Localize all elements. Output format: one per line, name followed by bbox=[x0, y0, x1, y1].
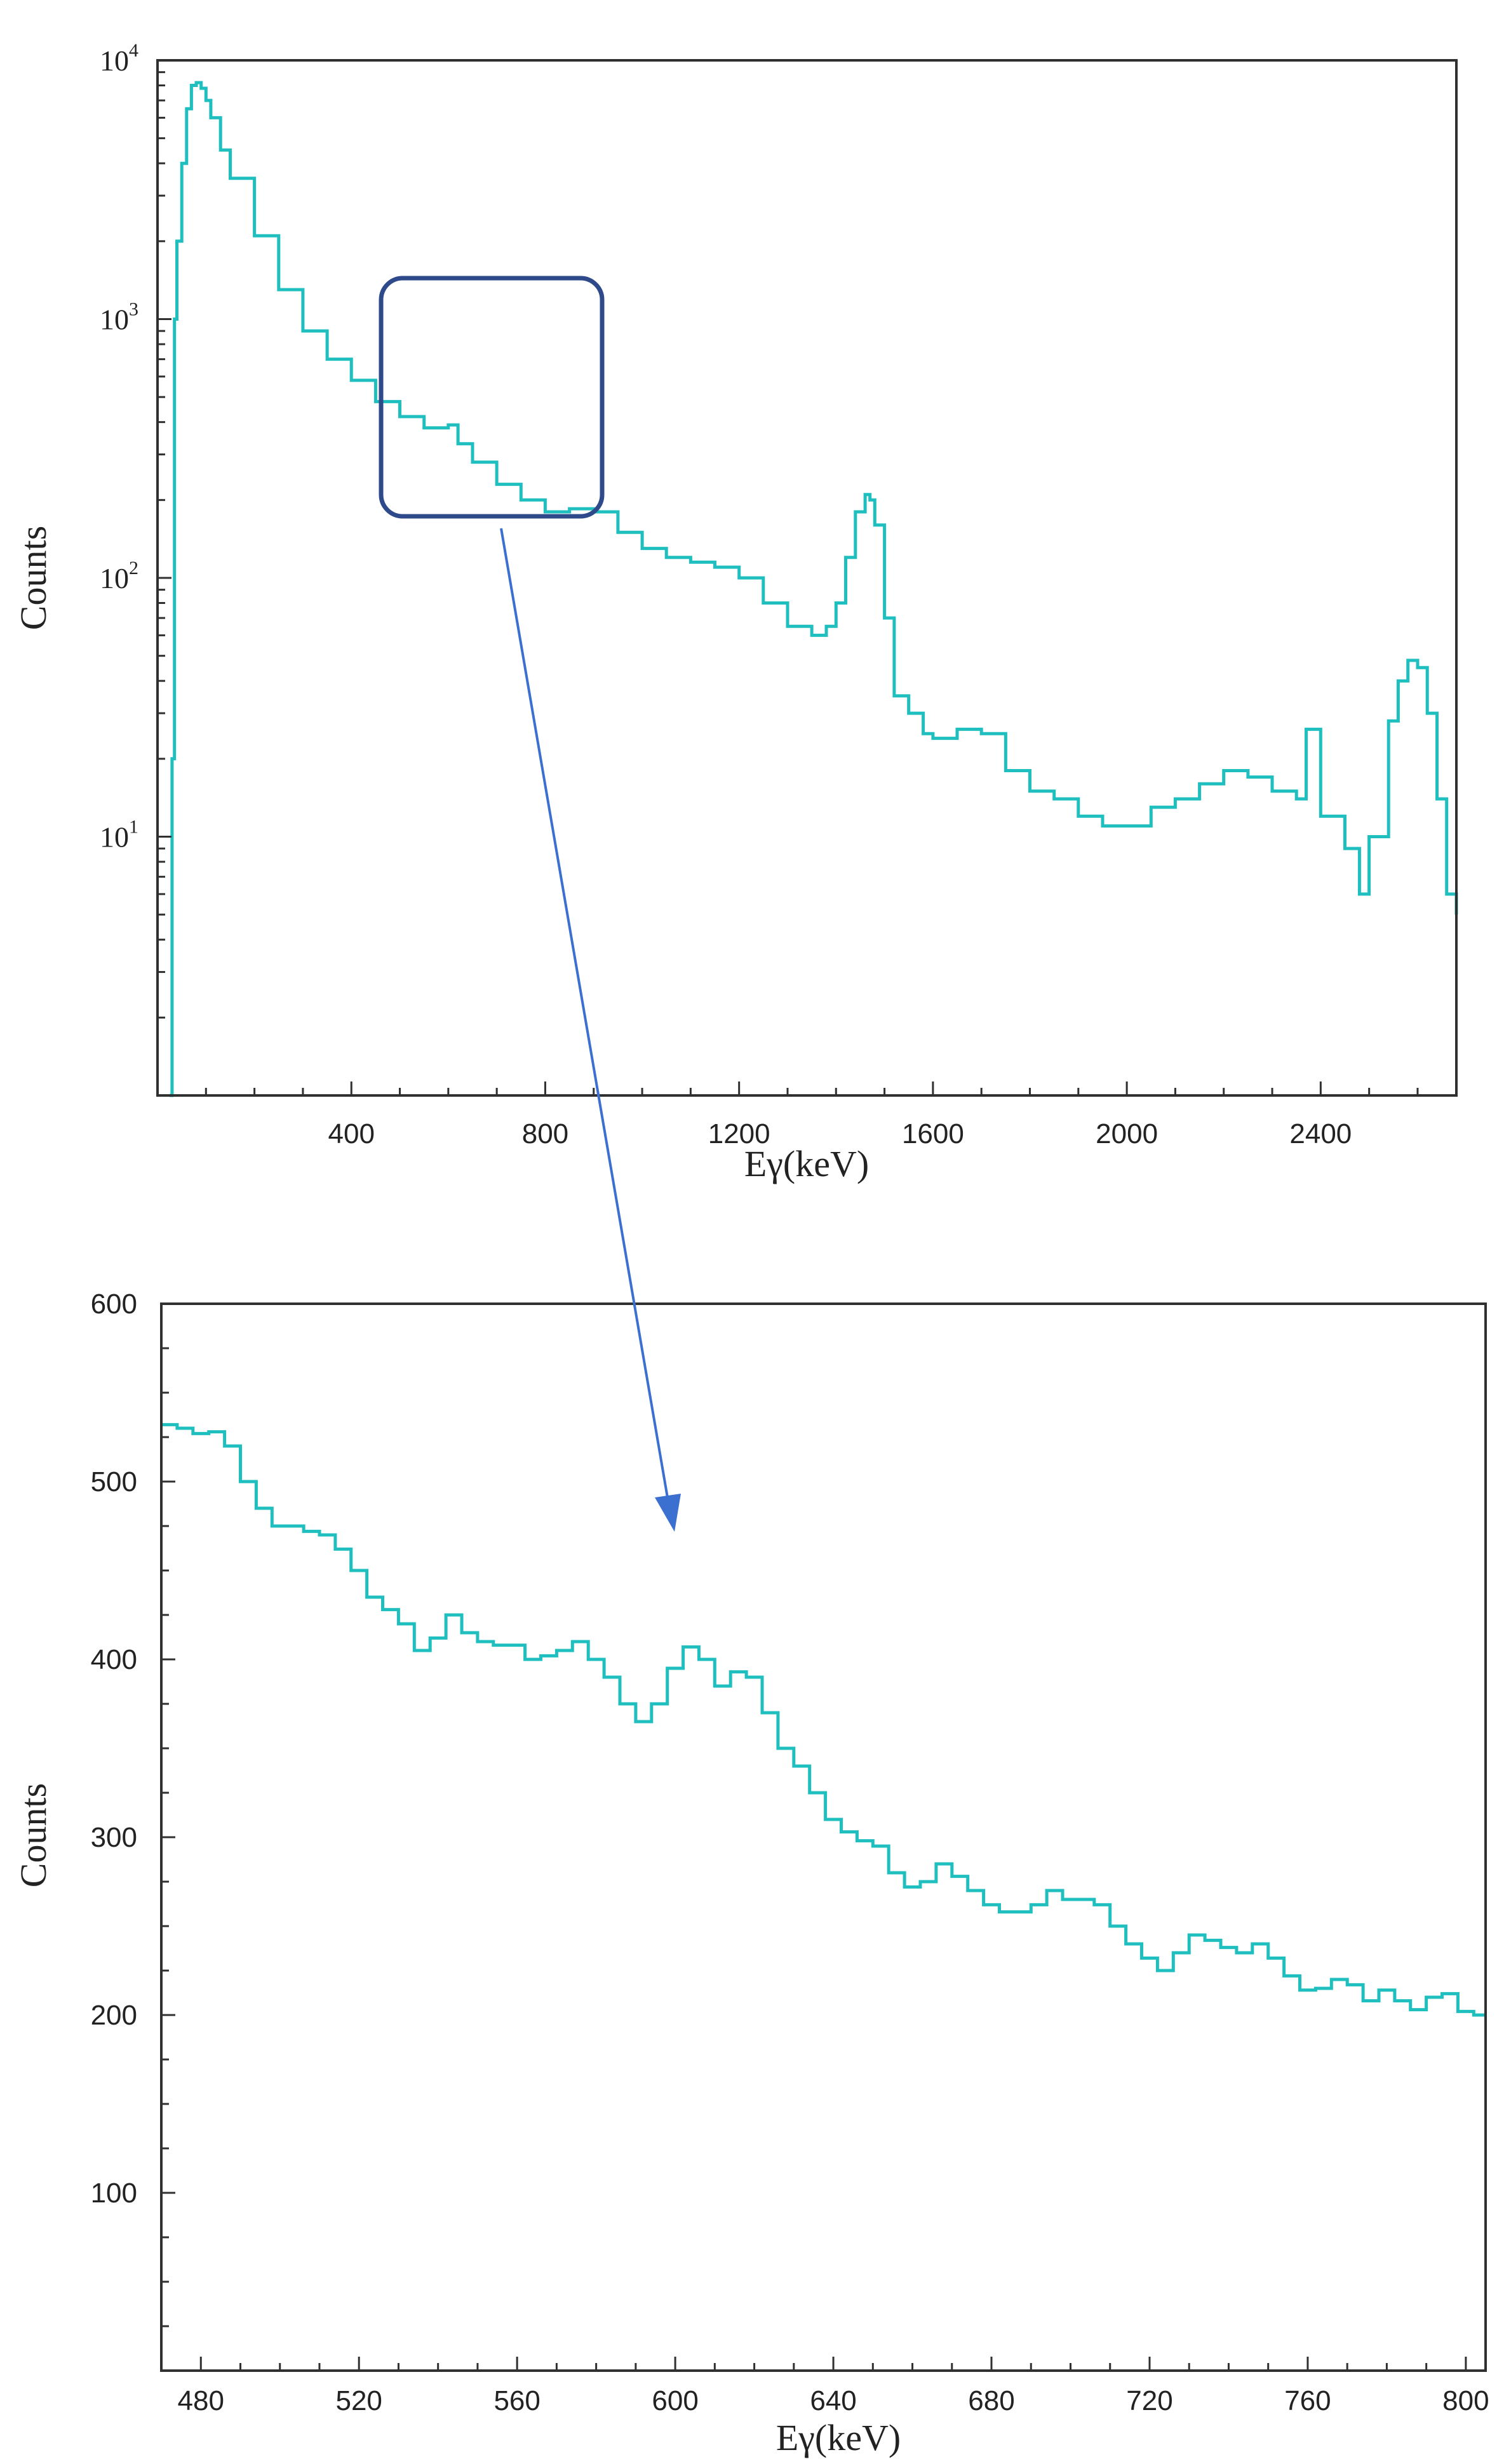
plot1-x-tick-label: 400 bbox=[328, 1118, 375, 1149]
plot2-y-axis-label: Counts bbox=[13, 1783, 54, 1887]
plot2-x-tick-label: 600 bbox=[652, 2385, 698, 2416]
chart-full-spectrum: 400 800 1200 1600 2000 2400 101 102 103 104 Eγ(k… bbox=[13, 40, 1458, 1184]
plot2-y-ticks: 100 200 300 400 500 600 bbox=[91, 1289, 175, 2327]
plot1-background bbox=[158, 60, 1456, 1095]
plot1-x-tick-label: 1200 bbox=[708, 1118, 770, 1149]
plot1-x-tick-label: 800 bbox=[522, 1118, 568, 1149]
plot1-y-ticks: 101 102 103 104 bbox=[100, 40, 171, 1019]
plot1-y-tick-label: 104 bbox=[100, 40, 138, 77]
plot2-x-tick-label: 680 bbox=[968, 2385, 1014, 2416]
plot2-x-tick-label: 760 bbox=[1284, 2385, 1331, 2416]
plot2-x-tick-label: 520 bbox=[335, 2385, 382, 2416]
plot2-y-tick-label: 200 bbox=[91, 2000, 137, 2031]
plot1-y-tick-label: 103 bbox=[100, 299, 138, 336]
plot2-x-ticks: 480 520 560 600 640 680 720 760 800 bbox=[178, 2357, 1489, 2416]
plot2-y-tick-label: 400 bbox=[91, 1644, 137, 1675]
plot1-x-tick-label: 2400 bbox=[1289, 1118, 1352, 1149]
chart-zoom-region: 480 520 560 600 640 680 720 760 800 100 200 300 400… bbox=[13, 1289, 1489, 2458]
plot2-x-tick-label: 560 bbox=[494, 2385, 540, 2416]
plot1-x-tick-label: 2000 bbox=[1096, 1118, 1158, 1149]
zoom-arrow-head bbox=[655, 1494, 681, 1532]
plot1-x-ticks: 400 800 1200 1600 2000 2400 bbox=[205, 1081, 1419, 1149]
plot2-y-tick-label: 500 bbox=[91, 1466, 137, 1497]
plot2-x-tick-label: 720 bbox=[1126, 2385, 1172, 2416]
plot1-y-axis-label: Counts bbox=[13, 526, 54, 630]
series-zoom-region bbox=[161, 1423, 1486, 2017]
plot2-y-tick-label: 300 bbox=[91, 1822, 137, 1853]
plot1-x-axis-label: Eγ(keV) bbox=[744, 1143, 869, 1184]
plot2-y-tick-label: 100 bbox=[91, 2178, 137, 2209]
plot2-x-tick-label: 480 bbox=[178, 2385, 224, 2416]
plot2-y-tick-label: 600 bbox=[91, 1289, 137, 1320]
plot2-x-axis-label: Eγ(keV) bbox=[776, 2417, 901, 2458]
plot2-x-tick-label: 800 bbox=[1442, 2385, 1489, 2416]
plot2-x-tick-label: 640 bbox=[810, 2385, 856, 2416]
zoom-region-box bbox=[379, 276, 605, 519]
series-full-spectrum bbox=[170, 81, 1458, 1097]
zoom-arrow-line bbox=[500, 528, 670, 1506]
plot1-x-tick-label: 1600 bbox=[902, 1118, 964, 1149]
plot1-y-tick-label: 101 bbox=[100, 817, 138, 854]
plot2-background bbox=[161, 1304, 1486, 2371]
plot1-y-tick-label: 102 bbox=[100, 558, 138, 594]
